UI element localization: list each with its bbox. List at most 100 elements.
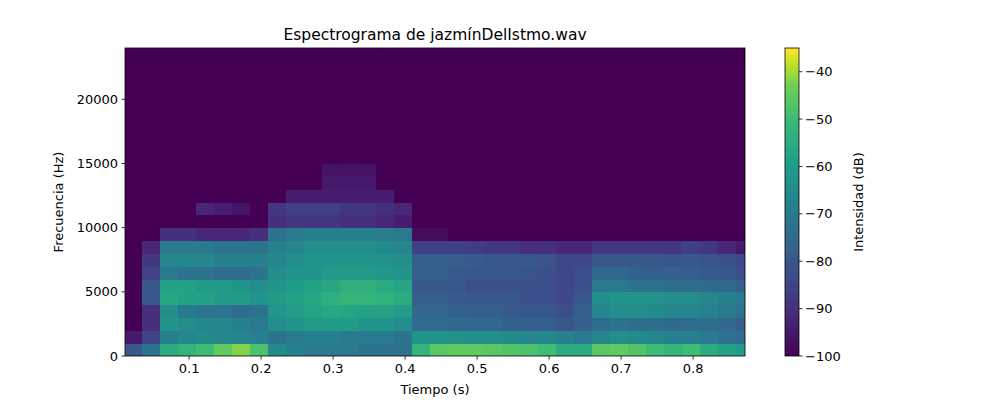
cell xyxy=(610,266,629,279)
cell xyxy=(304,61,323,74)
cell xyxy=(610,112,629,125)
cell xyxy=(394,241,413,254)
cell xyxy=(556,305,575,318)
cell xyxy=(142,151,161,164)
cell xyxy=(682,176,701,189)
cell xyxy=(592,151,611,164)
cell xyxy=(178,266,197,279)
cell xyxy=(448,330,467,343)
cell xyxy=(628,292,647,305)
cell xyxy=(232,343,251,356)
cell xyxy=(556,228,575,241)
cell xyxy=(142,74,161,87)
cell xyxy=(125,343,143,356)
cell xyxy=(610,189,629,202)
cell xyxy=(268,87,287,100)
cell xyxy=(268,202,287,215)
cell xyxy=(574,330,593,343)
cell xyxy=(268,189,287,202)
cell xyxy=(448,99,467,112)
cell xyxy=(304,87,323,100)
cell xyxy=(358,151,377,164)
cell xyxy=(574,202,593,215)
x-tick-label: 0.7 xyxy=(611,361,632,376)
cell xyxy=(340,215,359,228)
cell xyxy=(376,228,395,241)
cell xyxy=(160,228,179,241)
cell xyxy=(610,292,629,305)
cell xyxy=(610,305,629,318)
cell xyxy=(718,74,737,87)
cell xyxy=(125,318,143,331)
cell xyxy=(502,279,521,292)
cell xyxy=(125,48,143,61)
cell xyxy=(178,279,197,292)
cell xyxy=(125,151,143,164)
cell xyxy=(718,151,737,164)
cell xyxy=(232,318,251,331)
cell xyxy=(340,48,359,61)
cell xyxy=(646,87,665,100)
cell xyxy=(160,266,179,279)
cell xyxy=(520,189,539,202)
cell xyxy=(700,279,719,292)
cell xyxy=(304,48,323,61)
cell xyxy=(214,318,233,331)
cell xyxy=(538,305,557,318)
cell xyxy=(484,151,503,164)
cell xyxy=(646,74,665,87)
cell xyxy=(556,292,575,305)
cell xyxy=(484,253,503,266)
cell xyxy=(700,48,719,61)
cell xyxy=(664,253,683,266)
cell xyxy=(700,253,719,266)
cell xyxy=(700,305,719,318)
cell xyxy=(520,202,539,215)
cell xyxy=(592,241,611,254)
cell xyxy=(286,279,305,292)
cell xyxy=(412,305,431,318)
cell xyxy=(448,48,467,61)
cell xyxy=(448,253,467,266)
cell xyxy=(628,74,647,87)
cell xyxy=(250,228,269,241)
cell xyxy=(538,112,557,125)
cell xyxy=(214,99,233,112)
cell xyxy=(358,253,377,266)
cell xyxy=(484,87,503,100)
cell xyxy=(125,99,143,112)
cell xyxy=(664,266,683,279)
cell xyxy=(610,330,629,343)
cell xyxy=(592,48,611,61)
cell xyxy=(466,292,485,305)
cell xyxy=(502,112,521,125)
cell xyxy=(736,343,745,356)
cell xyxy=(394,125,413,138)
cell xyxy=(268,74,287,87)
cell xyxy=(214,48,233,61)
cell xyxy=(322,112,341,125)
cell xyxy=(412,343,431,356)
cell xyxy=(592,87,611,100)
cell xyxy=(592,215,611,228)
cell xyxy=(340,253,359,266)
cell xyxy=(322,292,341,305)
cell xyxy=(718,228,737,241)
cell xyxy=(160,151,179,164)
cell xyxy=(448,305,467,318)
cell xyxy=(394,99,413,112)
cell xyxy=(718,305,737,318)
cell xyxy=(592,330,611,343)
cell xyxy=(718,343,737,356)
cell xyxy=(232,87,251,100)
cell xyxy=(430,125,449,138)
cell xyxy=(700,74,719,87)
x-tick xyxy=(549,356,550,360)
cell xyxy=(250,74,269,87)
cell xyxy=(358,215,377,228)
title: Espectrograma de jazmínDelIstmo.wav xyxy=(283,26,586,44)
cell xyxy=(628,279,647,292)
cell xyxy=(736,74,745,87)
cell xyxy=(682,253,701,266)
cell xyxy=(484,112,503,125)
